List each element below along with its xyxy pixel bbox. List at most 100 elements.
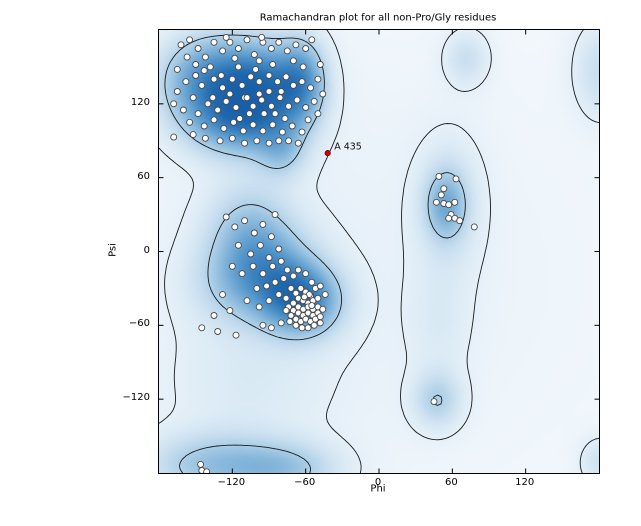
residue-point (265, 88, 273, 95)
residue-point (198, 81, 206, 89)
residue-point (275, 245, 283, 253)
residue-point (255, 303, 263, 311)
residue-point (269, 121, 277, 129)
residue-point (319, 305, 327, 313)
residue-point (252, 65, 260, 73)
residue-point (289, 299, 297, 307)
residue-point (308, 302, 316, 310)
residue-point (194, 110, 202, 118)
residue-point (219, 47, 227, 55)
residue-point (265, 139, 273, 147)
residue-point (430, 398, 438, 406)
residue-point (249, 121, 257, 129)
residue-point (275, 291, 283, 299)
residue-point (316, 319, 324, 327)
residue-point (232, 331, 240, 339)
residue-point (222, 33, 230, 41)
residue-point (287, 284, 295, 292)
residue-point (308, 278, 316, 286)
residue-point (265, 254, 273, 262)
residue-point (278, 128, 286, 136)
residue-point (302, 45, 310, 52)
residue-point (304, 116, 312, 124)
residue-point (216, 137, 224, 145)
residue-point (249, 262, 257, 270)
residue-point (456, 217, 464, 225)
residue-point (271, 211, 279, 219)
residue-point (192, 72, 200, 79)
residue-point (285, 102, 293, 110)
residue-point (194, 45, 202, 52)
residue-point (206, 63, 214, 71)
residue-point (297, 284, 305, 292)
residue-point (277, 319, 285, 327)
residue-point (226, 307, 234, 315)
residue-point (267, 45, 275, 52)
residue-point (253, 137, 261, 145)
residue-point (230, 118, 238, 126)
residue-point (280, 275, 288, 283)
residue-point (314, 294, 322, 302)
residue-point (277, 88, 285, 95)
residue-point (177, 41, 185, 49)
residue-point (265, 72, 273, 79)
residue-point (238, 270, 246, 278)
residue-point (302, 270, 310, 278)
residue-point (275, 137, 283, 145)
residue-point (307, 84, 315, 92)
residue-point (286, 318, 294, 326)
residue-point (239, 127, 247, 135)
residue-point (269, 61, 277, 68)
residue-point (276, 94, 284, 102)
residue-point (198, 324, 206, 332)
x-axis-label: Phi (370, 483, 386, 495)
x-tick-label: 120 (515, 477, 535, 488)
residue-point (302, 104, 310, 111)
residue-point (256, 241, 264, 249)
residue-point (243, 297, 251, 305)
residue-point (282, 73, 290, 81)
residue-point (226, 90, 234, 98)
residue-point (310, 97, 318, 105)
residue-point (200, 67, 208, 75)
highlighted-residue-point (324, 150, 331, 157)
residue-point (316, 282, 324, 290)
residue-point (304, 324, 312, 332)
residue-point (214, 328, 222, 335)
residue-point (275, 38, 283, 46)
residue-point (292, 41, 300, 49)
contour-line (164, 34, 466, 473)
residue-point (219, 291, 227, 299)
residue-point (258, 33, 266, 41)
residue-point (217, 72, 225, 79)
residue-point (186, 36, 194, 44)
y-tick-label: −60 (128, 318, 150, 330)
residue-point (285, 137, 293, 145)
residue-point (294, 139, 302, 147)
residue-point (209, 94, 217, 102)
residue-point (321, 291, 329, 299)
residue-point (231, 54, 239, 62)
y-axis-label: Psi (107, 243, 119, 257)
residue-point (228, 262, 236, 270)
residue-point (189, 94, 197, 102)
residue-point (243, 36, 251, 44)
residue-point (294, 266, 302, 274)
residue-point (274, 78, 282, 86)
residue-point (271, 110, 279, 118)
residue-point (236, 115, 244, 123)
residue-point (234, 63, 242, 71)
residue-point (219, 84, 227, 92)
density-heatmap (159, 30, 599, 473)
residue-point (243, 94, 251, 102)
residue-point (259, 127, 267, 135)
residue-point (179, 106, 187, 114)
residue-point (283, 47, 291, 55)
residue-point (287, 312, 295, 319)
residue-point (451, 198, 459, 206)
residue-point (293, 96, 301, 104)
residue-point (210, 75, 218, 83)
residue-point (299, 63, 307, 71)
residue-point (234, 45, 242, 52)
